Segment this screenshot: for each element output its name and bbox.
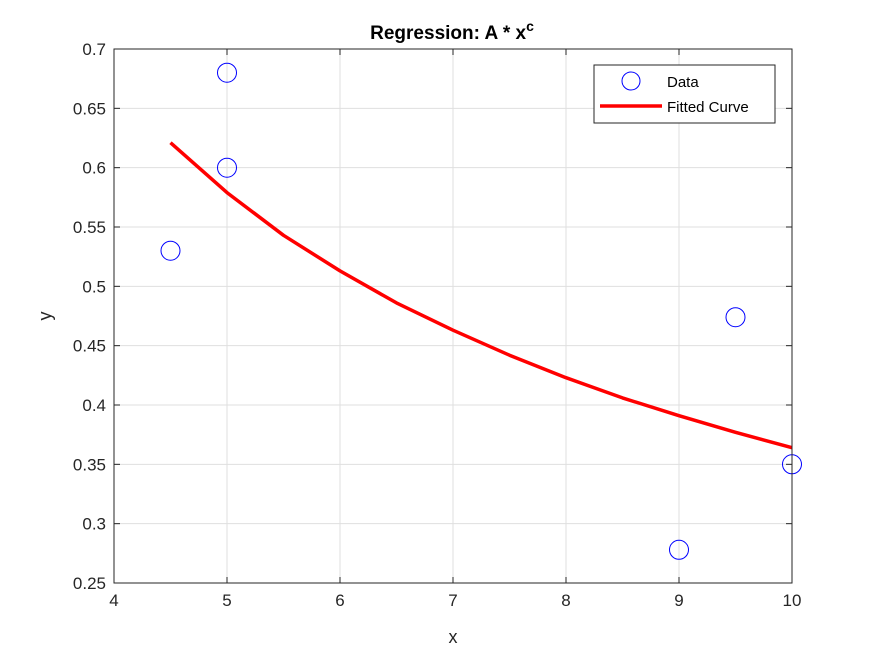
x-tick-label: 5: [222, 591, 231, 610]
y-tick-label: 0.65: [73, 99, 106, 118]
x-tick-label: 10: [783, 591, 802, 610]
grid: [114, 49, 792, 583]
x-tick-label: 9: [674, 591, 683, 610]
y-tick-label: 0.4: [82, 396, 106, 415]
ticks: [113, 48, 793, 584]
legend-data-label: Data: [667, 74, 699, 91]
data-point-marker: [669, 539, 689, 560]
y-tick-label: 0.6: [82, 159, 106, 178]
chart-title: Regression: A * xc: [370, 18, 534, 44]
data-point-marker: [160, 240, 181, 261]
x-tick-label: 8: [561, 591, 570, 610]
y-tick-label: 0.45: [73, 337, 106, 356]
legend: Data Fitted Curve: [593, 64, 776, 124]
y-tick-label: 0.25: [73, 574, 106, 593]
y-tick-label: 0.35: [73, 455, 106, 474]
data-point-marker: [217, 62, 237, 83]
chart-title-superscript: c: [526, 18, 534, 34]
y-tick-labels: 0.25 0.3 0.35 0.4 0.45 0.5 0.55 0.6 0.65 0.7: [73, 40, 106, 593]
x-tick-label: 4: [109, 591, 118, 610]
x-tick-label: 6: [335, 591, 344, 610]
x-tick-labels: 4 5 6 7 8 9 10: [109, 591, 801, 610]
legend-data-marker: [621, 71, 641, 91]
fitted-curve-layer: [169, 141, 793, 450]
x-axis-label: x: [449, 627, 458, 647]
x-tick-label: 7: [448, 591, 457, 610]
data-point-marker: [217, 157, 237, 178]
y-tick-label: 0.55: [73, 218, 106, 237]
chart-title-main: Regression: A * x: [370, 23, 526, 44]
fitted-curve-line: [169, 141, 793, 450]
data-point-marker: [725, 307, 746, 328]
legend-fitted-curve-label: Fitted Curve: [667, 99, 749, 116]
y-tick-label: 0.7: [82, 40, 106, 59]
y-tick-label: 0.5: [82, 277, 106, 296]
y-tick-label: 0.3: [82, 515, 106, 534]
y-axis-label: y: [35, 312, 55, 321]
